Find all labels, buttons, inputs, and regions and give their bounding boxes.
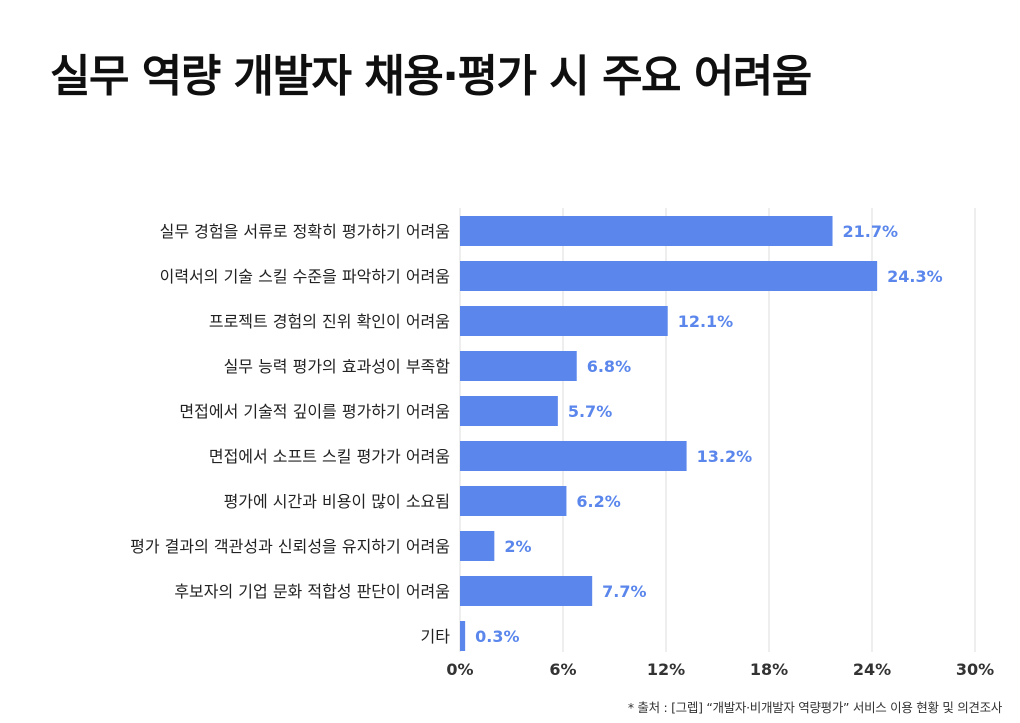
bar: [460, 486, 567, 516]
value-label: 24.3%: [887, 267, 943, 286]
category-label: 후보자의 기업 문화 적합성 판단이 어려움: [174, 582, 450, 601]
bar: [460, 216, 833, 246]
category-label: 이력서의 기술 스킬 수준을 파악하기 어려움: [160, 267, 450, 286]
value-label: 6.8%: [587, 357, 631, 376]
x-tick-label: 6%: [549, 660, 576, 679]
value-label: 21.7%: [843, 222, 899, 241]
value-label: 5.7%: [568, 402, 612, 421]
bar: [460, 351, 577, 381]
bar: [460, 396, 558, 426]
x-tick-label: 18%: [750, 660, 788, 679]
value-label: 13.2%: [697, 447, 753, 466]
x-tick-label: 24%: [853, 660, 891, 679]
bars: [460, 216, 878, 651]
value-labels: 21.7% 24.3% 12.1% 6.8% 5.7% 13.2% 6.2% 2% 7.7% 0.…: [475, 222, 943, 646]
source-note: * 출처 : [그렙] “개발자·비개발자 역량평가” 서비스 이용 현황 및 …: [627, 700, 1002, 715]
category-label: 기타: [421, 627, 451, 646]
value-label: 6.2%: [576, 492, 620, 511]
x-tick-label: 0%: [446, 660, 473, 679]
category-label: 실무 경험을 서류로 정확히 평가하기 어려움: [160, 222, 450, 241]
x-tick-label: 12%: [647, 660, 685, 679]
category-label: 면접에서 소프트 스킬 평가가 어려움: [209, 447, 450, 466]
bar: [460, 531, 495, 561]
category-label: 프로젝트 경험의 진위 확인이 어려움: [209, 312, 450, 331]
bar: [460, 576, 593, 606]
value-label: 0.3%: [475, 627, 519, 646]
x-axis-tick-labels: 0% 6% 12% 18% 24% 30%: [446, 660, 994, 679]
category-label: 면접에서 기술적 깊이를 평가하기 어려움: [179, 402, 450, 421]
category-label: 실무 능력 평가의 효과성이 부족함: [224, 357, 451, 376]
category-label: 평가 결과의 객관성과 신뢰성을 유지하기 어려움: [130, 537, 450, 556]
x-tick-label: 30%: [956, 660, 994, 679]
bar: [460, 306, 668, 336]
value-label: 2%: [504, 537, 531, 556]
bar: [460, 621, 466, 651]
page-title: 실무 역량 개발자 채용·평가 시 주요 어려움: [50, 51, 812, 102]
value-label: 7.7%: [602, 582, 646, 601]
value-label: 12.1%: [678, 312, 734, 331]
category-label: 평가에 시간과 비용이 많이 소요됨: [224, 492, 450, 511]
bar: [460, 261, 878, 291]
bar: [460, 441, 687, 471]
